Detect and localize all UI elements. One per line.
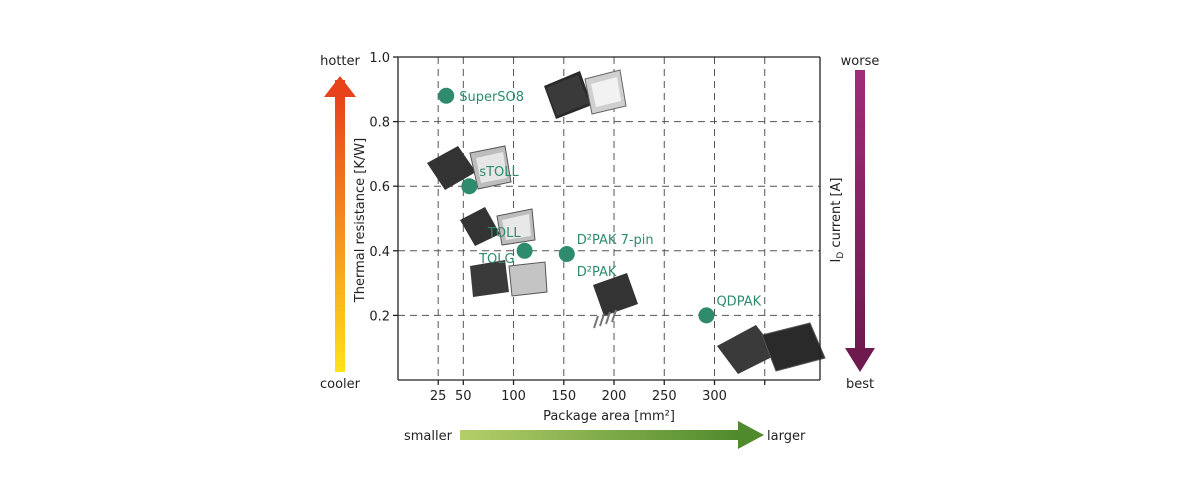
smaller-label: smaller <box>404 429 453 444</box>
point-label: TOLL <box>487 226 521 241</box>
x-tick-label: 300 <box>702 389 727 404</box>
larger-label: larger <box>767 429 806 444</box>
tick-labels: 0.2 0.4 0.6 0.8 1.0 25 50 100 150 200 250 300 <box>369 51 727 404</box>
y-tick-label: 1.0 <box>369 51 390 66</box>
current-arrow-head <box>845 348 875 372</box>
point-label: D²PAK 7-pin <box>577 233 654 248</box>
point-label: D²PAK <box>577 265 617 280</box>
data-point <box>516 242 533 259</box>
data-points <box>438 87 715 324</box>
package-image-d2pak <box>593 273 638 329</box>
current-arrow-shaft <box>855 70 865 350</box>
point-label: QDPAK <box>716 294 761 309</box>
point-label: sTOLL <box>479 165 519 180</box>
y-tick-label: 0.2 <box>369 309 390 324</box>
package-image-toll <box>460 207 536 246</box>
grid-lines <box>398 57 820 380</box>
point-labels: SuperSO8 sTOLL TOLL TOLG D²PAK 7-pin D²PAK QDP… <box>459 90 761 310</box>
axes <box>393 56 821 385</box>
x-tick-label: 50 <box>455 389 472 404</box>
y-tick-label: 0.8 <box>369 116 390 131</box>
y-axis-title: Thermal resistance [K/W] <box>353 138 368 303</box>
x-tick-label: 150 <box>551 389 576 404</box>
package-image-stoll <box>427 145 512 190</box>
hotter-label: hotter <box>320 54 360 69</box>
point-label: TOLG <box>478 252 515 267</box>
thermal-arrow <box>324 76 356 372</box>
data-point <box>558 246 575 263</box>
current-arrow <box>845 70 875 372</box>
x-tick-label: 25 <box>430 389 447 404</box>
y-tick-label: 0.6 <box>369 180 390 195</box>
best-label: best <box>846 377 874 392</box>
area-arrow <box>460 421 764 449</box>
worse-label: worse <box>841 54 880 69</box>
package-image-superso8 <box>544 69 627 119</box>
x-tick-label: 250 <box>652 389 677 404</box>
thermal-arrow-head <box>324 76 356 97</box>
y-tick-label: 0.4 <box>369 245 390 260</box>
cooler-label: cooler <box>320 377 361 392</box>
data-point <box>461 178 478 195</box>
point-label: SuperSO8 <box>459 90 524 105</box>
area-arrow-shaft <box>460 430 740 440</box>
data-point <box>698 307 715 324</box>
package-image-qdpak <box>717 322 826 374</box>
thermal-arrow-shaft <box>335 96 345 372</box>
package-images <box>427 69 826 374</box>
data-point <box>438 87 455 104</box>
x-tick-label: 100 <box>501 389 526 404</box>
area-arrow-head <box>738 421 764 449</box>
package-image-tolg <box>470 260 548 297</box>
right-axis-title: ID current [A] <box>829 178 846 263</box>
x-tick-label: 200 <box>602 389 627 404</box>
x-axis-title: Package area [mm²] <box>543 409 675 424</box>
